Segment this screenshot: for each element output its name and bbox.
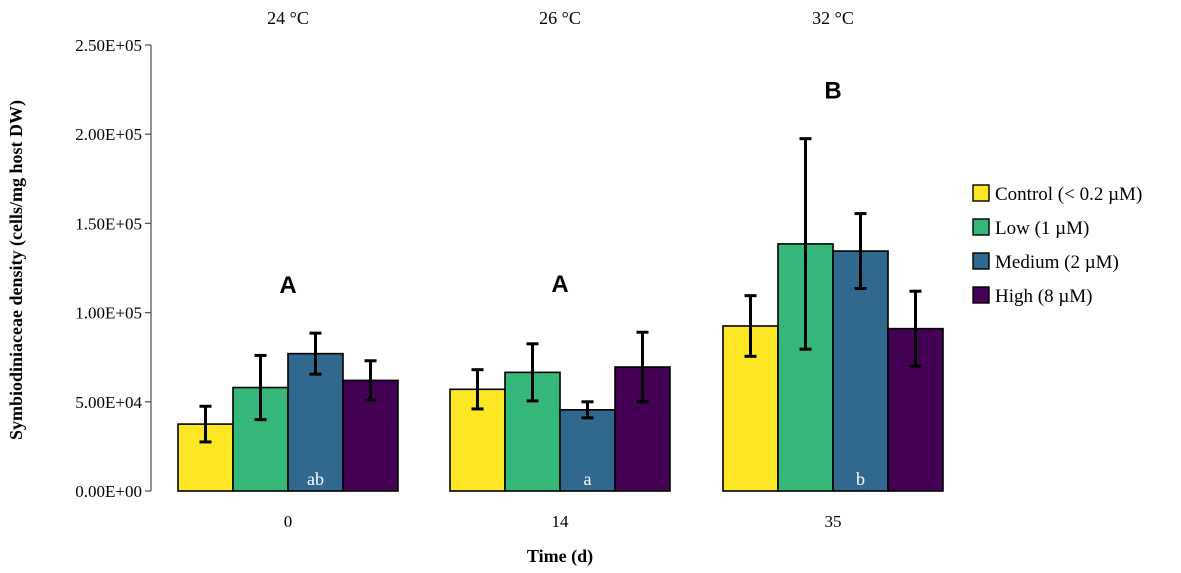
y-tick-label: 5.00E+04 — [75, 393, 142, 412]
legend: Control (< 0.2 µM) Low (1 µM) Medium (2 µM… — [972, 184, 1142, 307]
y-tick-label: 1.50E+05 — [75, 214, 142, 233]
temperature-label: 24 °C — [267, 8, 309, 28]
legend-swatch — [972, 252, 990, 270]
legend-swatch — [972, 184, 990, 202]
group-letter: A — [551, 271, 568, 298]
x-tick-label: 0 — [284, 512, 293, 531]
y-tick-label: 1.00E+05 — [75, 304, 142, 323]
bar-letter: ab — [307, 469, 324, 489]
x-axis: 0 14 35 — [284, 512, 842, 531]
group-letter: B — [824, 78, 841, 105]
significance-letters: Aab Aa Bb — [279, 78, 865, 489]
group-letter: A — [279, 272, 296, 299]
bar — [614, 366, 671, 492]
temperature-label: 26 °C — [539, 8, 581, 28]
legend-swatch — [972, 286, 990, 304]
legend-swatch — [972, 218, 990, 236]
legend-label: High (8 µM) — [995, 286, 1093, 307]
bar — [287, 352, 344, 492]
x-tick-label: 14 — [552, 512, 570, 531]
y-tick-label: 2.00E+05 — [75, 125, 142, 144]
legend-label: Control (< 0.2 µM) — [995, 184, 1142, 205]
legend-label: Low (1 µM) — [995, 218, 1089, 239]
x-axis-title: Time (d) — [527, 546, 593, 567]
error-bars — [199, 137, 922, 444]
x-tick-label: 35 — [825, 512, 842, 531]
y-tick-label: 0.00E+00 — [75, 482, 142, 501]
bar — [832, 250, 889, 492]
temperature-labels: 24 °C 26 °C 32 °C — [267, 8, 854, 28]
y-axis-title: Symbiodiniaceae density (cells/mg host D… — [6, 100, 27, 440]
y-axis: 0.00E+00 5.00E+04 1.00E+05 1.50E+05 2.00E+05… — [75, 36, 152, 501]
bar-letter: a — [584, 469, 592, 489]
bar-letter: b — [856, 469, 865, 489]
temperature-label: 32 °C — [812, 8, 854, 28]
y-tick-label: 2.50E+05 — [75, 36, 142, 55]
legend-label: Medium (2 µM) — [995, 252, 1119, 273]
